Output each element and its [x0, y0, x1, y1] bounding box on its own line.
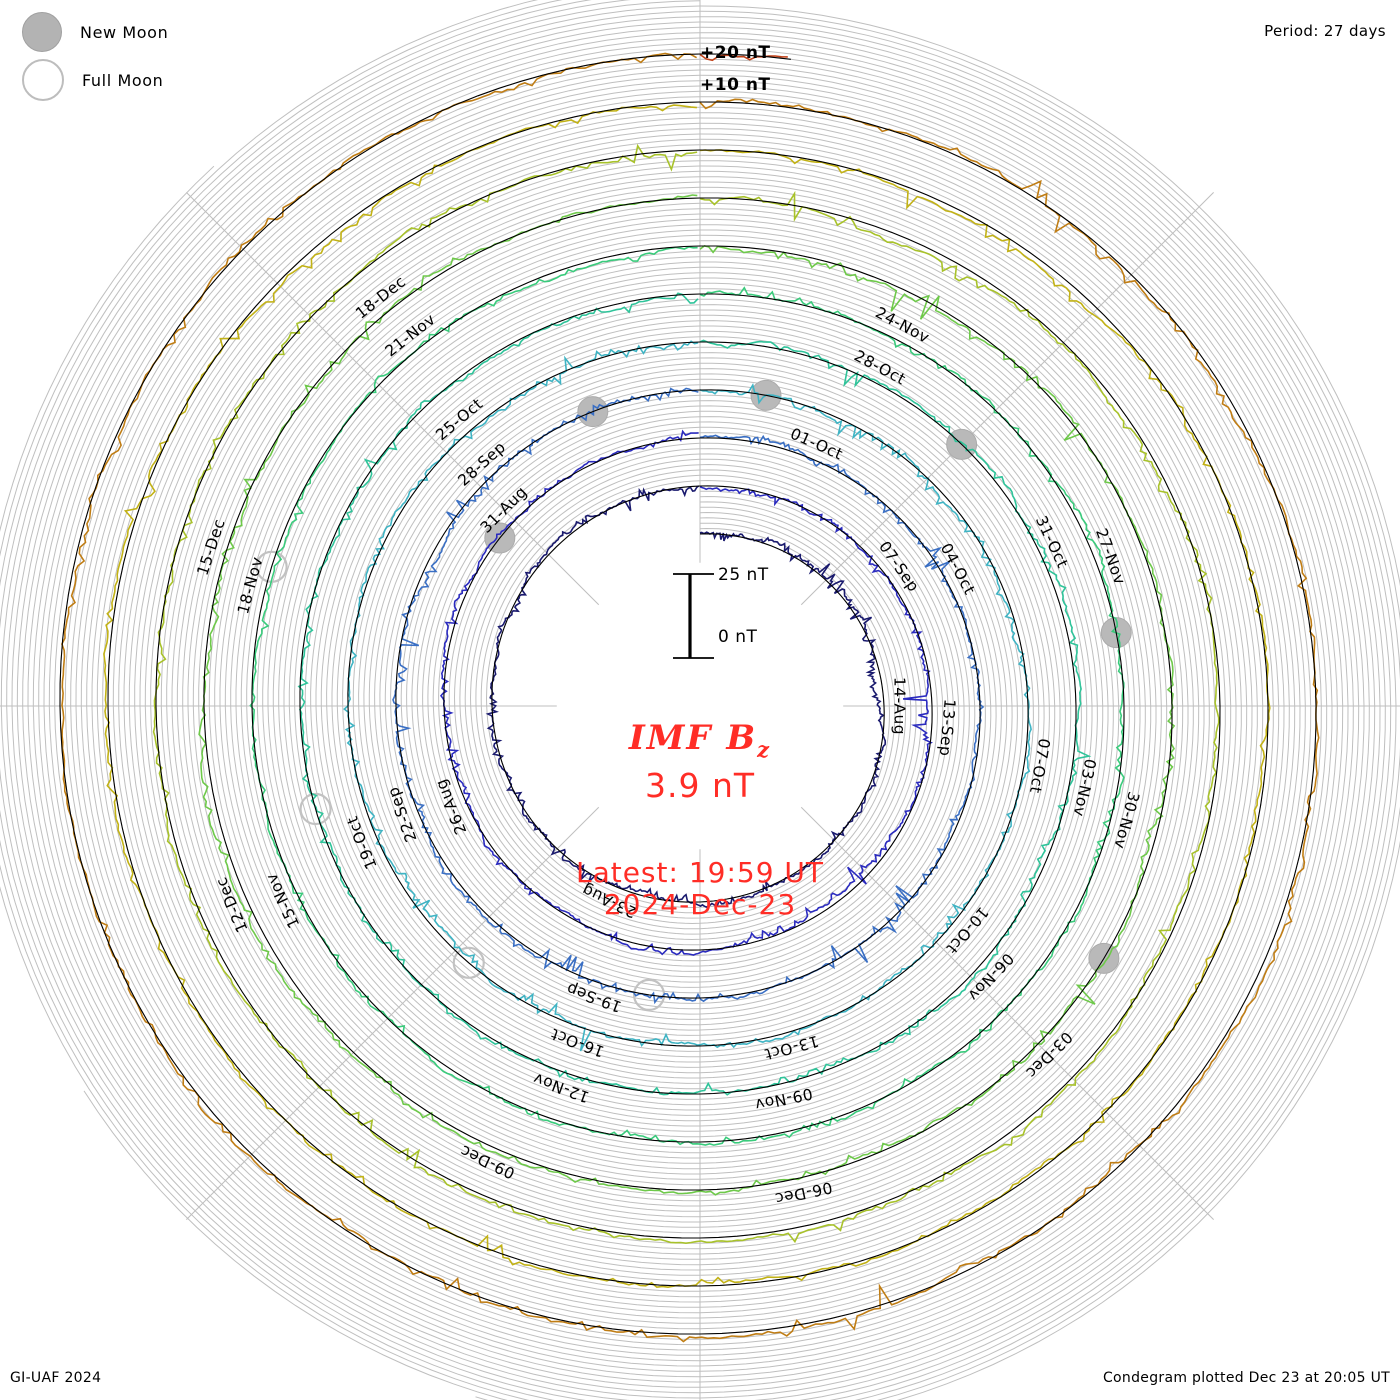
- svg-text:27-Nov: 27-Nov: [1092, 526, 1129, 587]
- date-label: 19-Oct: [343, 813, 381, 871]
- date-label: 14-Aug: [891, 677, 909, 735]
- spiral-baseline: [203, 197, 1173, 1191]
- period-label: Period: 27 days: [1264, 22, 1386, 40]
- date-label: 01-Oct: [788, 425, 846, 464]
- data-trace: [343, 340, 1032, 1052]
- data-trace: [699, 53, 788, 62]
- radial-tick-20nt: +20 nT: [700, 43, 771, 63]
- spiral-baseline: [395, 389, 981, 999]
- spiral-baseline: [299, 293, 1077, 1095]
- svg-text:01-Oct: 01-Oct: [788, 425, 846, 464]
- spiral-baseline: [251, 245, 1125, 1143]
- spiral-baseline: [155, 149, 1221, 1239]
- data-trace: [198, 194, 1176, 1196]
- data-trace: [103, 104, 1271, 1289]
- full-moon-marker: [452, 946, 485, 979]
- data-trace: [152, 143, 1220, 1245]
- data-trace: [439, 429, 933, 956]
- credit-right: Condegram plotted Dec 23 at 20:05 UT: [1102, 1370, 1390, 1386]
- date-label: 22-Sep: [384, 784, 421, 844]
- date-label: 27-Nov: [1092, 526, 1129, 587]
- data-trace: [485, 485, 886, 908]
- radial-tick-10nt: +10 nT: [700, 75, 771, 95]
- date-label: 16-Oct: [548, 1025, 606, 1061]
- svg-text:25-Oct: 25-Oct: [432, 395, 486, 445]
- date-label: 13-Sep: [936, 698, 959, 757]
- scale-bar-bottom-label: 0 nT: [718, 627, 758, 647]
- spiral-baselines: [59, 53, 1317, 1335]
- spiral-baseline: [699, 53, 791, 60]
- date-label: 28-Oct: [851, 347, 909, 389]
- amplitude-scale-bar: [673, 573, 714, 659]
- data-trace: [297, 292, 1092, 1096]
- legend-item-full-moon: Full Moon: [22, 56, 168, 104]
- legend-label-full-moon: Full Moon: [82, 70, 164, 90]
- svg-text:13-Sep: 13-Sep: [936, 698, 959, 757]
- date-label: 10-Oct: [942, 903, 992, 957]
- date-label: 07-Sep: [875, 538, 923, 595]
- svg-text:19-Oct: 19-Oct: [343, 813, 381, 871]
- scale-bar-top-label: 25 nT: [718, 565, 769, 585]
- legend-item-new-moon: New Moon: [22, 8, 168, 56]
- date-label: 15-Dec: [194, 517, 229, 578]
- spiral-baseline: [347, 341, 1029, 1047]
- new-moon-icon: [22, 12, 62, 52]
- svg-text:10-Oct: 10-Oct: [942, 903, 992, 957]
- svg-text:15-Dec: 15-Dec: [194, 517, 229, 578]
- legend-label-new-moon: New Moon: [80, 22, 169, 42]
- svg-text:28-Oct: 28-Oct: [851, 347, 909, 389]
- svg-text:14-Aug: 14-Aug: [891, 677, 909, 735]
- spiral-baseline: [59, 53, 1317, 1335]
- svg-text:07-Oct: 07-Oct: [1026, 737, 1053, 795]
- data-trace: [392, 387, 985, 1005]
- date-label: 25-Oct: [432, 395, 486, 445]
- spiral-baseline: [491, 485, 885, 903]
- svg-text:16-Oct: 16-Oct: [548, 1025, 606, 1061]
- credit-left: GI-UAF 2024: [10, 1370, 102, 1386]
- moon-phase-legend: New Moon Full Moon: [22, 8, 168, 104]
- svg-text:07-Sep: 07-Sep: [875, 538, 923, 595]
- spiral-baseline: [107, 101, 1269, 1287]
- data-trace: [249, 246, 1125, 1146]
- full-moon-icon: [22, 59, 64, 101]
- spiral-baseline: [443, 437, 933, 951]
- svg-text:22-Sep: 22-Sep: [384, 784, 421, 844]
- date-label: 07-Oct: [1026, 737, 1053, 795]
- full-moon-marker: [299, 792, 332, 826]
